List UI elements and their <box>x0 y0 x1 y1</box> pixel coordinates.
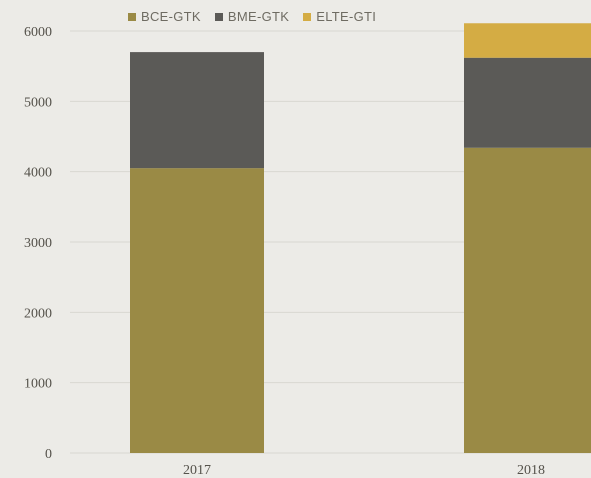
legend-label-elte-gti: ELTE-GTI <box>316 9 377 24</box>
y-tick-label-4000: 4000 <box>24 166 52 181</box>
bar-2018-bce-gtk <box>464 147 591 453</box>
y-tick-label-5000: 5000 <box>24 95 52 110</box>
chart-legend: BCE-GTK BME-GTK ELTE-GTI <box>128 9 376 24</box>
legend-item-elte-gti: ELTE-GTI <box>303 9 376 24</box>
y-tick-label-6000: 6000 <box>24 25 52 40</box>
legend-item-bme-gtk: BME-GTK <box>214 9 290 24</box>
legend-label-bce-gtk: BCE-GTK <box>141 9 201 24</box>
x-tick-label-2017: 2017 <box>183 463 211 478</box>
y-tick-label-0: 0 <box>45 447 52 462</box>
legend-swatch-elte-gti <box>303 12 312 21</box>
x-tick-label-2018: 2018 <box>517 463 545 478</box>
y-tick-label-3000: 3000 <box>24 236 52 251</box>
y-tick-label-2000: 2000 <box>24 306 52 321</box>
bar-2018-bme-gtk <box>464 57 591 148</box>
legend-swatch-bce-gtk <box>128 12 136 21</box>
bar-2018-elte-gti <box>464 23 591 58</box>
legend-swatch-bme-gtk <box>214 12 223 21</box>
y-tick-label-1000: 1000 <box>24 377 52 392</box>
legend-item-bce-gtk: BCE-GTK <box>128 9 201 24</box>
legend-label-bme-gtk: BME-GTK <box>227 9 290 24</box>
bar-2017-bce-gtk <box>130 168 264 453</box>
bar-2017-bme-gtk <box>130 52 264 169</box>
